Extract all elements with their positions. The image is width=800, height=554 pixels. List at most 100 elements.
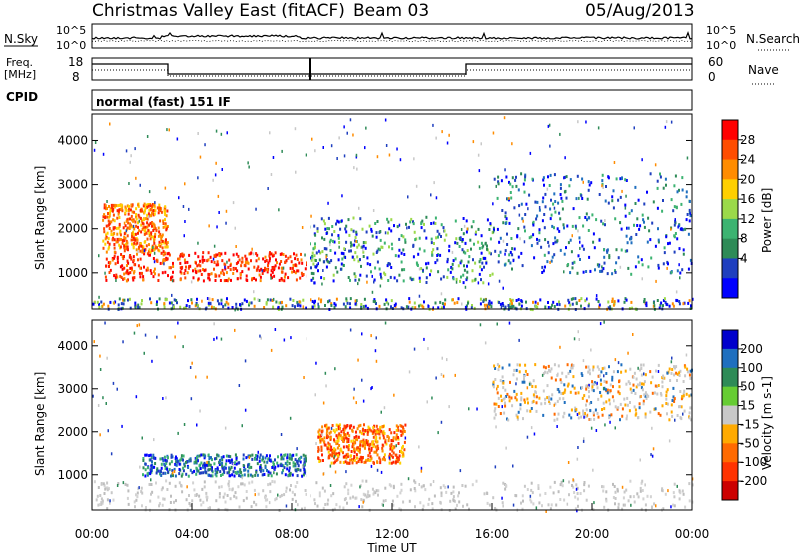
scatter-cell (198, 263, 200, 267)
scatter-speckle (577, 229, 579, 233)
scatter-cell (357, 460, 360, 463)
scatter-cell (383, 271, 386, 275)
scatter-cell (104, 204, 107, 208)
scatter-cell (627, 380, 630, 384)
scatter-cell (145, 244, 148, 248)
scatter-speckle (366, 280, 368, 284)
scatter-cell (363, 493, 366, 497)
scatter-cell (407, 305, 410, 309)
scatter-cell (559, 483, 562, 487)
scatter-cell (675, 206, 678, 210)
scatter-cell (131, 210, 134, 214)
scatter-cell (554, 240, 557, 244)
scatter-cell (103, 484, 106, 488)
scatter-cell (475, 479, 478, 483)
scatter-cell (351, 461, 354, 465)
scatter-cell (580, 194, 583, 198)
scatter-cell (535, 401, 538, 405)
colorbar-swatch (722, 139, 738, 161)
scatter-cell (256, 473, 259, 477)
scatter-cell (372, 444, 375, 448)
scatter-cell (571, 261, 574, 265)
scatter-cell (360, 439, 363, 443)
scatter-cell (565, 375, 568, 379)
scatter-cell (281, 300, 283, 304)
scatter-cell (431, 253, 434, 257)
scatter-cell (149, 250, 152, 254)
scatter-cell (323, 489, 326, 493)
scatter-cell (673, 397, 676, 401)
frequency-line (92, 63, 692, 75)
scatter-cell (429, 483, 432, 487)
scatter-cell (518, 302, 521, 306)
scatter-cell (598, 303, 601, 307)
scatter-cell (657, 266, 660, 270)
scatter-cell (643, 300, 646, 304)
scatter-speckle (270, 348, 273, 352)
scatter-cell (227, 482, 230, 486)
scatter-cell (611, 395, 614, 399)
scatter-speckle (602, 186, 604, 189)
scatter-speckle (596, 381, 598, 385)
scatter-cell (127, 272, 130, 276)
scatter-speckle (447, 485, 449, 489)
scatter-cell (603, 261, 606, 265)
scatter-cell (544, 238, 547, 242)
noise-search-line (91, 39, 693, 43)
scatter-speckle (272, 297, 275, 301)
scatter-cell (682, 228, 685, 232)
scatter-cell (230, 458, 233, 462)
scatter-speckle (382, 503, 384, 507)
scatter-cell (553, 173, 556, 177)
scatter-cell (223, 279, 226, 283)
scatter-cell (585, 408, 588, 412)
scatter-cell (226, 494, 229, 497)
scatter-cell (444, 302, 446, 306)
scatter-cell (127, 209, 130, 213)
scatter-cell (390, 242, 393, 246)
scatter-cell (211, 466, 213, 470)
scatter-cell (310, 266, 312, 270)
scatter-cell (147, 249, 150, 253)
scatter-cell (602, 489, 605, 493)
scatter-cell (585, 384, 588, 388)
scatter-cell (162, 261, 164, 265)
scatter-cell (126, 204, 129, 208)
scatter-speckle (492, 131, 495, 135)
scatter-cell (664, 300, 667, 304)
scatter-cell (112, 236, 115, 240)
scatter-cell (276, 461, 279, 465)
scatter-cell (670, 371, 673, 375)
scatter-cell (296, 459, 299, 463)
scatter-cell (294, 485, 297, 489)
scatter-cell (182, 454, 185, 458)
scatter-cell (454, 507, 457, 511)
scatter-cell (625, 179, 628, 182)
scatter-speckle (548, 123, 551, 127)
scatter-cell (387, 220, 390, 224)
scatter-cell (343, 424, 346, 428)
scatter-cell (502, 386, 505, 390)
scatter-cell (350, 483, 353, 487)
scatter-speckle (104, 271, 106, 275)
scatter-cell (339, 460, 342, 464)
scatter-cell (542, 365, 545, 369)
scatter-cell (355, 232, 358, 236)
scatter-speckle (376, 468, 379, 472)
scatter-cell (626, 396, 629, 400)
scatter-cell (679, 405, 682, 408)
scatter-cell (636, 383, 639, 387)
scatter-cell (164, 258, 166, 262)
scatter-cell (534, 300, 537, 304)
scatter-cell (506, 232, 508, 236)
scatter-cell (536, 237, 538, 241)
scatter-cell (557, 388, 560, 391)
scatter-cell (315, 265, 318, 269)
scatter-cell (129, 256, 132, 259)
scatter-cell (245, 490, 248, 493)
scatter-cell (478, 260, 481, 264)
colorbar-tick-label: 20 (740, 172, 755, 186)
scatter-cell (268, 254, 271, 258)
scatter-cell (326, 502, 329, 506)
scatter-cell (356, 446, 359, 450)
